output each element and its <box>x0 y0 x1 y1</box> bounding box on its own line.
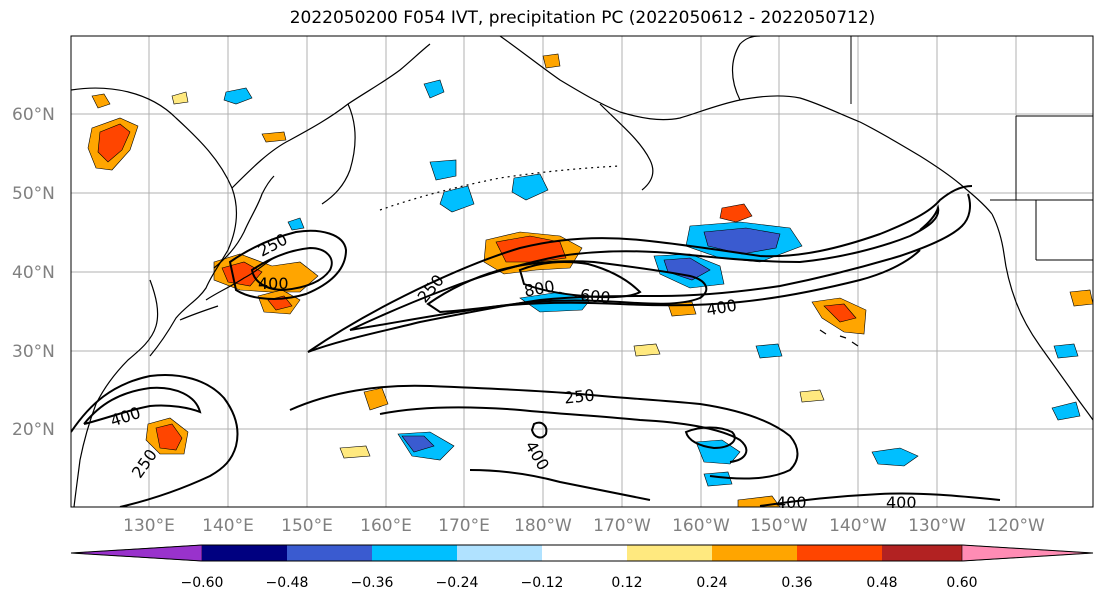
precip-patch-negative <box>401 435 435 453</box>
colorbar-tick-label: −0.12 <box>521 575 564 591</box>
precip-patch-positive <box>799 389 825 403</box>
ivt-contour-400 <box>530 421 548 439</box>
lon-label: 140°W <box>829 516 887 536</box>
map-title: 2022050200 F054 IVT, precipitation PC (2… <box>289 8 876 28</box>
precip-patch-negative <box>703 227 781 255</box>
colorbar-segment <box>287 545 372 561</box>
contour-label: 400 <box>258 274 289 293</box>
precip-patch-negative <box>423 79 445 99</box>
lat-label: 60°N <box>12 105 55 125</box>
precip-patch-positive <box>633 343 661 357</box>
contour-label: 400 <box>886 493 917 512</box>
lon-label: 160°E <box>360 516 412 536</box>
lon-label: 120°W <box>987 516 1045 536</box>
colorbar-segment <box>372 545 457 561</box>
lon-label: 150°W <box>750 516 808 536</box>
colorbar-segment <box>542 545 627 561</box>
ivt-contour-250 <box>307 185 973 353</box>
colorbar-tick-label: −0.36 <box>351 575 394 591</box>
precip-patch-positive <box>719 203 753 223</box>
political-borders <box>850 36 1093 261</box>
ivt-contour-250 <box>289 384 799 480</box>
contour-label: 600 <box>579 285 611 307</box>
lon-label: 170°W <box>593 516 651 536</box>
ivt-contour-600 <box>426 260 708 314</box>
map-frame <box>70 35 1094 508</box>
colorbar-segment <box>202 545 287 561</box>
precip-patch-positive <box>261 131 287 143</box>
colorbar-segment <box>961 544 1094 562</box>
precip-patches <box>87 53 1093 507</box>
colorbar-tick-label: 0.48 <box>866 575 897 591</box>
precip-patch-positive <box>97 123 131 163</box>
colorbar-segment <box>882 545 962 561</box>
colorbar-tick-label: 0.36 <box>781 575 812 591</box>
lon-label: 160°W <box>672 516 730 536</box>
ivt-contours <box>71 185 1001 507</box>
lon-label: 140°E <box>202 516 254 536</box>
colorbar-tick-label: 0.60 <box>946 575 977 591</box>
colorbar-ticks: −0.60 −0.48 −0.36 −0.24 −0.12 0.12 0.24 … <box>181 575 978 591</box>
lon-label: 130°W <box>908 516 966 536</box>
precip-patch-positive <box>171 91 189 105</box>
colorbar-segment <box>627 545 712 561</box>
lon-label: 130°E <box>123 516 175 536</box>
colorbar-tick-label: 0.24 <box>696 575 727 591</box>
precip-patch-negative <box>511 173 549 201</box>
ivt-contour-250 <box>307 193 971 353</box>
lat-label: 20°N <box>12 420 55 440</box>
map-panel: 250 400 250 800 600 400 400 250 250 400 … <box>70 35 1094 512</box>
ivt-contour-400 <box>250 246 333 292</box>
precip-patch-negative <box>429 159 457 181</box>
precip-patch-negative <box>1053 343 1079 359</box>
precip-patch-negative <box>439 185 475 213</box>
precip-patch-negative <box>223 87 253 105</box>
colorbar-segment <box>712 545 797 561</box>
precip-patch-negative <box>287 217 305 231</box>
lon-label: 180°W <box>514 516 572 536</box>
precip-patch-positive <box>91 93 111 109</box>
precip-patch-positive <box>363 387 389 411</box>
lat-label: 30°N <box>12 342 55 362</box>
precip-patch-positive <box>339 445 371 459</box>
ivt-contour-400 <box>349 204 940 331</box>
lon-label: 170°E <box>438 516 490 536</box>
ivt-contour-400 <box>83 386 202 425</box>
ivt-contour-250 <box>71 374 239 507</box>
contour-label: 250 <box>563 386 595 408</box>
colorbar-tick-label: −0.60 <box>181 575 224 591</box>
colorbar: −0.60 −0.48 −0.36 −0.24 −0.12 0.12 0.24 … <box>70 544 1094 591</box>
lat-label: 50°N <box>12 184 55 204</box>
colorbar-outline <box>70 544 1094 562</box>
colorbar-segment <box>797 545 882 561</box>
precip-patch-negative <box>703 471 733 487</box>
colorbar-tick-label: −0.24 <box>436 575 479 591</box>
precip-patch-negative <box>1051 401 1081 421</box>
ivt-contour-400 <box>379 406 748 463</box>
ivt-contour-400 <box>469 469 651 501</box>
precip-patch-positive <box>155 423 183 451</box>
latitude-labels: 60°N 50°N 40°N 30°N 20°N <box>12 105 55 440</box>
contour-label: 400 <box>776 493 807 512</box>
coastlines <box>71 36 1093 507</box>
colorbar-tick-label: 0.12 <box>611 575 642 591</box>
ivt-contour-400 <box>759 492 1001 507</box>
precip-patch-positive <box>1069 289 1093 307</box>
precip-patch-positive <box>542 53 561 69</box>
lon-label: 150°E <box>281 516 333 536</box>
precip-patch-negative <box>663 257 711 281</box>
longitude-labels: 130°E 140°E 150°E 160°E 170°E 180°W 170°… <box>123 516 1045 536</box>
ivt-contour-250 <box>228 229 348 300</box>
colorbar-segment <box>70 544 203 562</box>
colorbar-segment <box>457 545 542 561</box>
precip-patch-positive <box>823 303 857 323</box>
colorbar-tick-label: −0.48 <box>266 575 309 591</box>
ivt-contour-800 <box>518 261 642 299</box>
precip-patch-negative <box>871 447 919 467</box>
ivt-contour-400 <box>684 426 736 450</box>
lat-label: 40°N <box>12 263 55 283</box>
precip-patch-negative <box>755 343 783 359</box>
